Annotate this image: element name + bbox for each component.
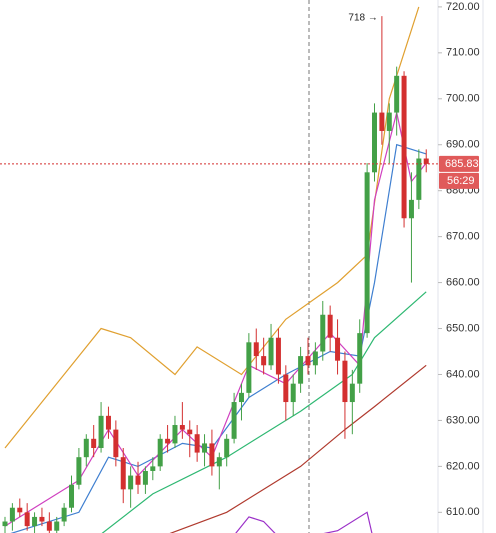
candle-body [2, 521, 8, 527]
candle-body [408, 199, 414, 219]
candle-body [349, 383, 355, 403]
candle-body [194, 434, 200, 453]
y-tick-label: 660.00 [446, 276, 480, 288]
candle-body [342, 360, 348, 403]
high-label: 718 → [348, 13, 377, 24]
candle-body [290, 383, 296, 403]
candle-body [246, 342, 252, 393]
candle-body [24, 512, 30, 527]
candle-body [187, 429, 193, 435]
candle-body [224, 438, 230, 458]
candle-body [120, 457, 126, 490]
candle-body [209, 443, 215, 467]
candle-body [312, 351, 318, 366]
y-tick-label: 610.00 [446, 506, 480, 518]
candle-body [268, 337, 274, 366]
candle-body [216, 457, 222, 467]
candle-body [394, 75, 400, 113]
candle-body [372, 112, 377, 173]
indicator-line [235, 511, 373, 533]
candle-body [327, 314, 333, 338]
y-tick-label: 640.00 [446, 368, 480, 380]
candle-body [61, 507, 67, 522]
candle-body [416, 158, 422, 200]
candle-body [423, 158, 429, 164]
last-price-box [439, 155, 479, 172]
plot [2, 6, 429, 533]
indicator-line [4, 6, 420, 449]
y-tick-label: 620.00 [446, 460, 480, 472]
candle-body [261, 356, 267, 366]
candle-body [172, 425, 178, 444]
candle-body [98, 415, 104, 448]
candle-body [142, 470, 148, 485]
candle-body [150, 466, 156, 471]
candle-body [379, 112, 385, 131]
candle-body [105, 415, 111, 430]
candle-body [179, 425, 185, 430]
candle-body [83, 438, 89, 458]
indicator-line [101, 291, 427, 533]
last-price-label: 685.83 [445, 158, 479, 170]
candle-body [320, 314, 326, 352]
candle-body [386, 112, 392, 131]
candle-body [128, 475, 134, 490]
candle-body [113, 429, 119, 458]
candle-body [54, 521, 60, 531]
candle-body [69, 484, 75, 508]
candle-body [253, 342, 259, 357]
candle-body [46, 521, 52, 531]
indicator-line [10, 143, 427, 533]
y-tick-label: 710.00 [446, 47, 480, 59]
candle-body [283, 374, 289, 403]
candle-body [231, 402, 237, 439]
countdown: 56:29 [447, 175, 475, 187]
y-tick-label: 700.00 [446, 93, 480, 105]
candle-body [364, 172, 370, 334]
y-tick-label: 720.00 [446, 1, 480, 13]
candle-body [157, 438, 163, 467]
candle-body [32, 516, 38, 527]
candle-body [135, 475, 141, 485]
candle-body [91, 438, 97, 448]
candle-body [357, 333, 363, 384]
candle-body [17, 507, 23, 513]
candle-body [298, 356, 304, 384]
candle-body [9, 507, 15, 522]
candle-body [401, 75, 407, 219]
y-tick-label: 670.00 [446, 231, 480, 243]
candle-body [39, 516, 45, 522]
y-tick-label: 690.00 [446, 139, 480, 151]
candle-body [275, 337, 281, 375]
candle-body [202, 443, 208, 453]
y-tick-label: 650.00 [446, 322, 480, 334]
candle-body [335, 337, 341, 361]
candle-body [238, 392, 244, 403]
candle-body [76, 457, 82, 485]
countdown-box [439, 172, 479, 189]
indicator-line [169, 364, 427, 533]
y-tick-label: 630.00 [446, 414, 480, 426]
candle-body [165, 438, 171, 444]
candle-body [305, 356, 311, 366]
